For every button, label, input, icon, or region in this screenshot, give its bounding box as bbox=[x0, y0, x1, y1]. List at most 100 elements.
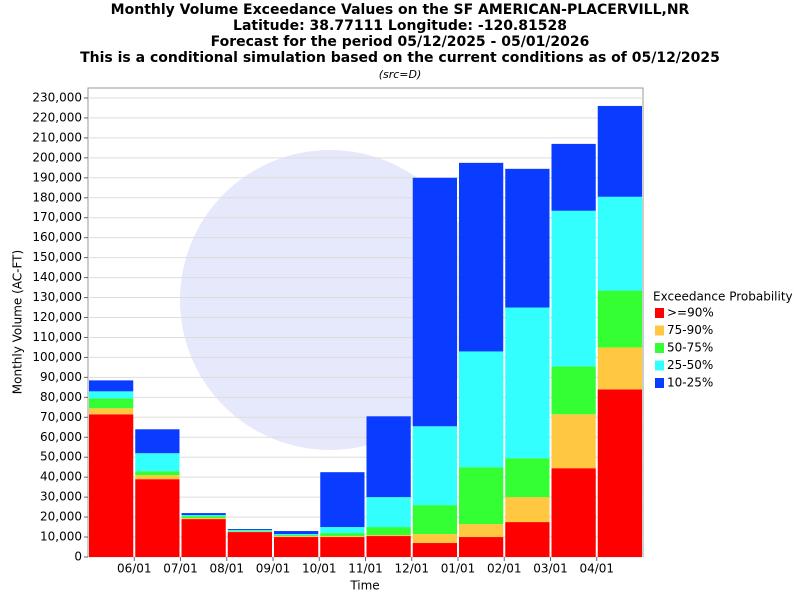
x-tick-label: 12/01 bbox=[394, 562, 429, 576]
legend-swatch bbox=[655, 360, 664, 371]
legend-swatch bbox=[655, 325, 664, 336]
bar-segment bbox=[274, 537, 319, 557]
legend-swatch bbox=[655, 378, 664, 388]
subtitle: (src=D) bbox=[379, 68, 422, 81]
bar-segment bbox=[459, 467, 504, 525]
bar-segment bbox=[551, 414, 596, 469]
legend-label: >=90% bbox=[667, 306, 714, 320]
y-tick-label: 60,000 bbox=[40, 430, 82, 444]
bar-segment bbox=[459, 351, 504, 468]
legend-swatch bbox=[655, 308, 664, 318]
bar-segment bbox=[227, 529, 272, 531]
x-tick-label: 09/01 bbox=[256, 562, 291, 576]
y-tick-label: 150,000 bbox=[32, 250, 82, 264]
bar-segment bbox=[412, 177, 457, 427]
bar-segment bbox=[320, 533, 365, 537]
bar-segment bbox=[274, 536, 319, 538]
y-tick-label: 180,000 bbox=[32, 190, 82, 204]
bar-segment bbox=[459, 537, 504, 557]
bar-segment bbox=[459, 524, 504, 538]
bar-segment bbox=[135, 475, 180, 480]
y-tick-label: 90,000 bbox=[40, 370, 82, 384]
y-tick-label: 30,000 bbox=[40, 490, 82, 504]
bar-segment bbox=[89, 414, 134, 557]
y-tick-label: 20,000 bbox=[40, 510, 82, 524]
bar-segment bbox=[135, 429, 180, 454]
bar-segment bbox=[505, 168, 550, 308]
y-tick-label: 10,000 bbox=[40, 530, 82, 544]
legend-label: 50-75% bbox=[667, 341, 713, 355]
bar-segment bbox=[597, 105, 642, 197]
legend-label: 75-90% bbox=[667, 323, 713, 337]
bar-segment bbox=[181, 519, 226, 557]
bar-segment bbox=[320, 472, 365, 528]
x-tick-label: 04/01 bbox=[579, 562, 614, 576]
y-axis-label: Monthly Volume (AC-FT) bbox=[11, 250, 25, 394]
y-tick-label: 0 bbox=[74, 550, 82, 564]
bar-segment bbox=[320, 537, 365, 557]
bar-segment bbox=[181, 513, 226, 516]
bar-segment bbox=[505, 497, 550, 523]
bar-segment bbox=[320, 527, 365, 534]
x-tick-label: 02/01 bbox=[487, 562, 522, 576]
bar-segment bbox=[597, 347, 642, 390]
bar-segment bbox=[227, 531, 272, 532]
bar-segment bbox=[135, 471, 180, 476]
watermark bbox=[180, 150, 480, 450]
y-tick-label: 120,000 bbox=[32, 310, 82, 324]
y-tick-label: 130,000 bbox=[32, 290, 82, 304]
bar-segment bbox=[274, 534, 319, 536]
bar-segment bbox=[505, 307, 550, 459]
chart-title: Forecast for the period 05/12/2025 - 05/… bbox=[211, 34, 590, 50]
y-tick-label: 190,000 bbox=[32, 170, 82, 184]
bar-segment bbox=[181, 515, 226, 517]
y-tick-label: 220,000 bbox=[32, 110, 82, 124]
legend-label: 10-25% bbox=[667, 376, 713, 390]
bar-segment bbox=[412, 426, 457, 506]
x-tick-label: 08/01 bbox=[209, 562, 244, 576]
bar-segment bbox=[274, 535, 319, 537]
chart-title: Monthly Volume Exceedance Values on the … bbox=[111, 2, 690, 18]
bar-segment bbox=[274, 531, 319, 535]
y-tick-label: 100,000 bbox=[32, 350, 82, 364]
bar-segment bbox=[459, 162, 504, 352]
bar-segment bbox=[597, 196, 642, 291]
x-tick-label: 10/01 bbox=[302, 562, 337, 576]
bar-segment bbox=[551, 210, 596, 367]
x-axis-label: Time bbox=[349, 579, 379, 593]
bar-segment bbox=[366, 497, 411, 528]
bar-segment bbox=[89, 391, 134, 399]
bar-segment bbox=[366, 535, 411, 537]
chart-title: This is a conditional simulation based o… bbox=[80, 50, 720, 66]
bar-segment bbox=[320, 536, 365, 538]
bar-segment bbox=[551, 366, 596, 415]
x-tick-label: 11/01 bbox=[348, 562, 383, 576]
x-tick-label: 06/01 bbox=[117, 562, 152, 576]
x-tick-label: 03/01 bbox=[533, 562, 568, 576]
bar-segment bbox=[135, 453, 180, 472]
bar-segment bbox=[412, 534, 457, 544]
bar-segment bbox=[89, 408, 134, 415]
x-tick-label: 01/01 bbox=[441, 562, 476, 576]
y-tick-label: 230,000 bbox=[32, 90, 82, 104]
y-tick-label: 50,000 bbox=[40, 450, 82, 464]
y-tick-label: 140,000 bbox=[32, 270, 82, 284]
bar-segment bbox=[181, 516, 226, 519]
bar-segment bbox=[227, 530, 272, 532]
y-tick-label: 80,000 bbox=[40, 390, 82, 404]
bar-segment bbox=[551, 468, 596, 557]
bar-segment bbox=[412, 505, 457, 535]
y-tick-label: 160,000 bbox=[32, 230, 82, 244]
y-tick-label: 70,000 bbox=[40, 410, 82, 424]
y-tick-label: 170,000 bbox=[32, 210, 82, 224]
bar-segment bbox=[366, 527, 411, 536]
y-tick-label: 110,000 bbox=[32, 330, 82, 344]
bar-segment bbox=[227, 532, 272, 557]
bar-segment bbox=[181, 518, 226, 520]
bar-segment bbox=[135, 479, 180, 557]
bar-segment bbox=[89, 398, 134, 409]
bar-segment bbox=[597, 290, 642, 348]
legend-swatch bbox=[655, 343, 664, 353]
y-tick-label: 200,000 bbox=[32, 150, 82, 164]
bar-segment bbox=[89, 380, 134, 392]
